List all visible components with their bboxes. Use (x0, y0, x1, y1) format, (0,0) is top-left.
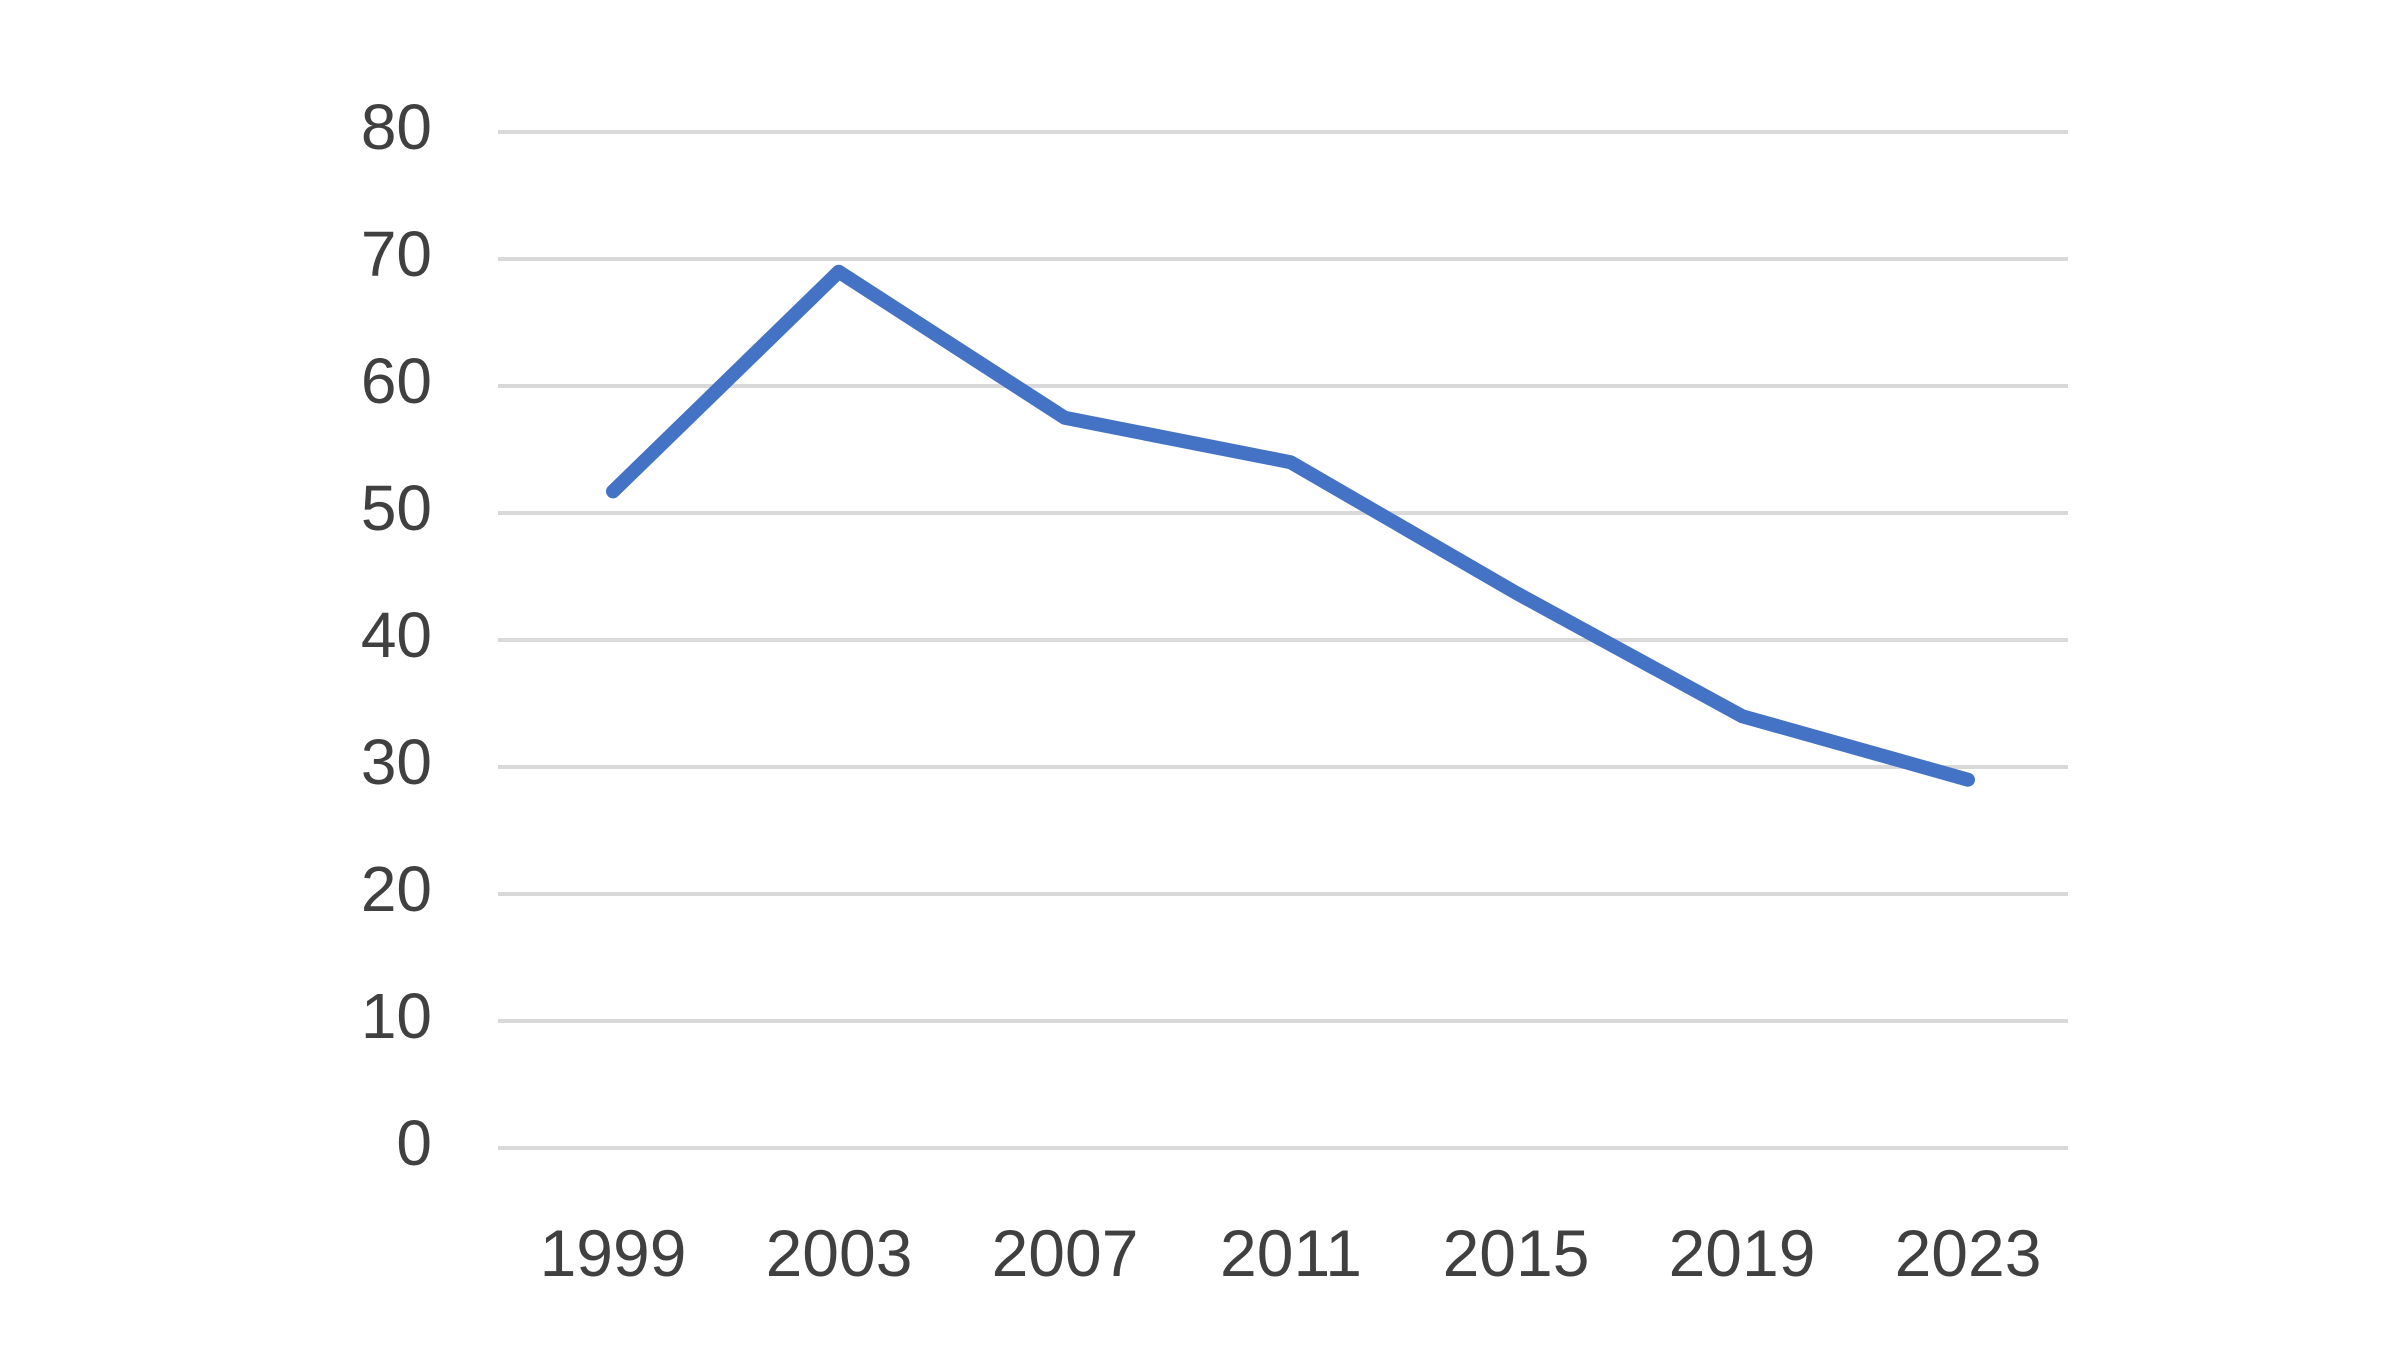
x-tick-label-2015: 2015 (1443, 1216, 1590, 1290)
y-tick-label: 40 (361, 599, 432, 671)
x-tick-label-2003: 2003 (766, 1216, 913, 1290)
y-tick-label: 30 (361, 726, 432, 798)
y-tick-label: 80 (361, 91, 432, 163)
x-tick-label-2007: 2007 (992, 1216, 1139, 1290)
y-tick-label: 0 (396, 1107, 432, 1179)
series-group (606, 264, 1975, 787)
gridlines (498, 130, 2068, 1150)
y-axis-tick-labels: 80 70 60 50 40 30 20 10 0 (361, 91, 432, 1179)
y-tick-label: 10 (361, 980, 432, 1052)
y-tick-label: 60 (361, 345, 432, 417)
series-line-1 (606, 264, 1975, 787)
y-tick-label: 70 (361, 218, 432, 290)
y-tick-label: 50 (361, 472, 432, 544)
x-tick-label-2019: 2019 (1669, 1216, 1816, 1290)
x-tick-label-1999: 1999 (540, 1216, 687, 1290)
x-axis-tick-labels: 1999 2003 2007 2011 2015 2019 2023 (540, 1216, 2042, 1290)
x-tick-label-2023: 2023 (1895, 1216, 2042, 1290)
y-tick-label: 20 (361, 853, 432, 925)
x-tick-label-2011: 2011 (1220, 1216, 1362, 1290)
